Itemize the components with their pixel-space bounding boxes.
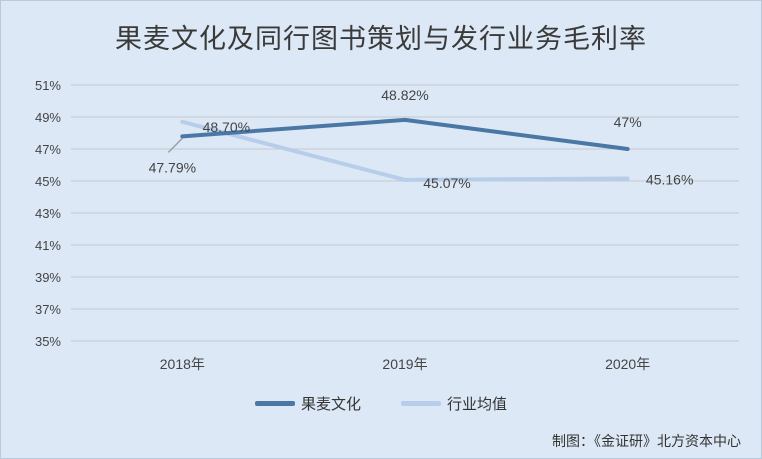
y-tick-label: 37% xyxy=(35,302,61,317)
legend-item-industry: 行业均值 xyxy=(401,393,507,414)
data-label-industry: 45.07% xyxy=(423,175,470,191)
data-label-industry: 45.16% xyxy=(646,171,693,187)
y-tick-label: 51% xyxy=(35,78,61,93)
x-tick-label: 2020年 xyxy=(605,356,650,372)
y-tick-label: 45% xyxy=(35,174,61,189)
y-tick-label: 43% xyxy=(35,206,61,221)
x-tick-label: 2018年 xyxy=(160,356,205,372)
legend-label-guomai: 果麦文化 xyxy=(300,396,361,413)
series-line-industry xyxy=(180,119,630,182)
series-line-guomai xyxy=(180,117,630,151)
legend: 果麦文化 行业均值 xyxy=(1,393,761,414)
line-chart: 35% 37% 39% 41% 43% 45% 47% 49% 51% 2018年 2019年 20… xyxy=(35,78,739,372)
y-tick-label: 49% xyxy=(35,110,61,125)
legend-swatch-guomai xyxy=(254,401,295,406)
x-tick-label: 2019年 xyxy=(382,356,427,372)
chart-title: 果麦文化及同行图书策划与发行业务毛利率 xyxy=(115,24,647,54)
data-label-guomai: 48.82% xyxy=(381,87,428,103)
y-tick-label: 41% xyxy=(35,238,61,253)
label-leader-line xyxy=(167,137,183,153)
legend-item-guomai: 果麦文化 xyxy=(254,393,361,414)
data-label-industry: 48.70% xyxy=(203,119,250,135)
y-tick-label: 47% xyxy=(35,142,61,157)
y-tick-label: 35% xyxy=(35,334,61,349)
data-label-guomai: 47% xyxy=(614,114,642,130)
y-tick-label: 39% xyxy=(35,270,61,285)
source-note: 制图：《金证研》北方资本中心 xyxy=(552,433,741,449)
data-label-guomai: 47.79% xyxy=(149,159,196,175)
legend-swatch-industry xyxy=(401,401,441,406)
legend-label-industry: 行业均值 xyxy=(447,396,508,413)
